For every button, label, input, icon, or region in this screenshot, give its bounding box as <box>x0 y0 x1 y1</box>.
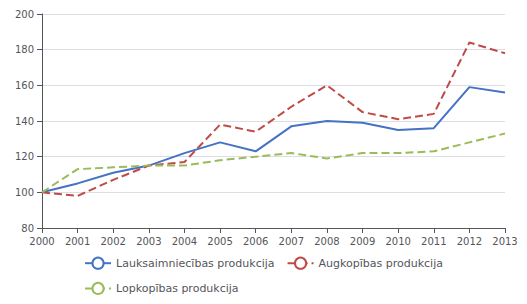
svg-text:2010: 2010 <box>385 236 410 247</box>
svg-text:200: 200 <box>15 9 34 20</box>
svg-text:160: 160 <box>15 80 34 91</box>
svg-text:2012: 2012 <box>457 236 482 247</box>
svg-text:120: 120 <box>15 151 34 162</box>
svg-text:Augkopības produkcija: Augkopības produkcija <box>319 257 443 270</box>
svg-text:140: 140 <box>15 116 34 127</box>
svg-text:Lauksaimniecības produkcija: Lauksaimniecības produkcija <box>116 257 275 270</box>
svg-text:2008: 2008 <box>314 236 339 247</box>
svg-text:2011: 2011 <box>421 236 446 247</box>
svg-text:180: 180 <box>15 44 34 55</box>
svg-text:2001: 2001 <box>65 236 90 247</box>
svg-text:80: 80 <box>21 223 34 234</box>
svg-text:2009: 2009 <box>350 236 375 247</box>
svg-text:2006: 2006 <box>243 236 268 247</box>
svg-text:2000: 2000 <box>29 236 54 247</box>
svg-text:2013: 2013 <box>492 236 517 247</box>
svg-text:2004: 2004 <box>172 236 197 247</box>
svg-text:100: 100 <box>15 187 34 198</box>
svg-text:Lopkopības produkcija: Lopkopības produkcija <box>116 282 239 295</box>
svg-text:2003: 2003 <box>136 236 161 247</box>
svg-text:2002: 2002 <box>101 236 126 247</box>
svg-text:2007: 2007 <box>279 236 304 247</box>
svg-text:2005: 2005 <box>207 236 232 247</box>
